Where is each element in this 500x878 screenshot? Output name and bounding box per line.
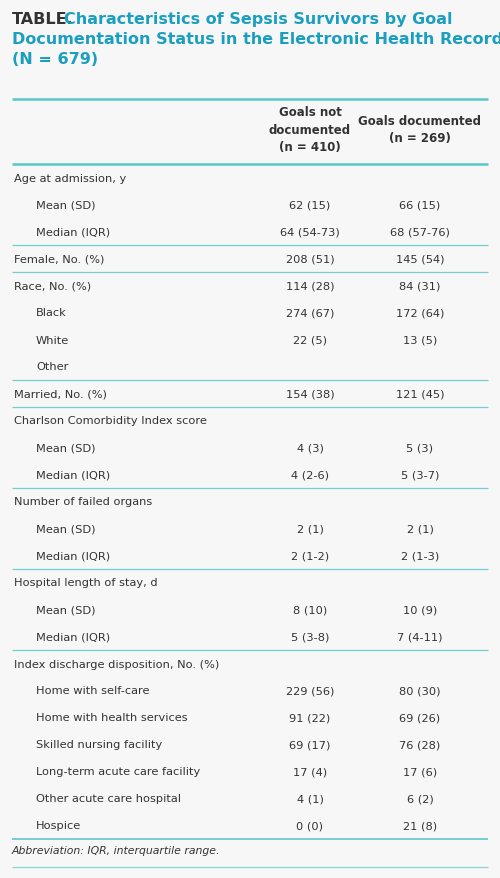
Text: White: White [36, 335, 69, 345]
Text: Median (IQR): Median (IQR) [36, 632, 110, 642]
Text: Age at admission, y: Age at admission, y [14, 173, 126, 184]
Text: 64 (54-73): 64 (54-73) [280, 227, 340, 237]
Text: Hospital length of stay, d: Hospital length of stay, d [14, 578, 158, 588]
Text: 114 (28): 114 (28) [286, 281, 334, 291]
Text: 229 (56): 229 (56) [286, 686, 334, 695]
Text: Married, No. (%): Married, No. (%) [14, 389, 107, 399]
Text: 22 (5): 22 (5) [293, 335, 327, 345]
Text: 84 (31): 84 (31) [400, 281, 440, 291]
Text: Mean (SD): Mean (SD) [36, 524, 96, 534]
Text: 4 (2-6): 4 (2-6) [291, 470, 329, 480]
Text: 5 (3-8): 5 (3-8) [291, 632, 329, 642]
Text: Median (IQR): Median (IQR) [36, 551, 110, 561]
Text: 21 (8): 21 (8) [403, 821, 437, 831]
Text: 172 (64): 172 (64) [396, 308, 444, 318]
Text: 0 (0): 0 (0) [296, 821, 324, 831]
Text: 5 (3): 5 (3) [406, 443, 434, 453]
Text: 4 (1): 4 (1) [296, 794, 324, 803]
Text: 76 (28): 76 (28) [400, 739, 440, 750]
Text: Hospice: Hospice [36, 821, 81, 831]
Text: Documentation Status in the Electronic Health Record: Documentation Status in the Electronic H… [12, 32, 500, 47]
Text: 17 (4): 17 (4) [293, 766, 327, 777]
Text: 154 (38): 154 (38) [286, 389, 335, 399]
Text: Mean (SD): Mean (SD) [36, 605, 96, 615]
Text: 208 (51): 208 (51) [286, 255, 335, 264]
Text: Skilled nursing facility: Skilled nursing facility [36, 739, 162, 750]
Text: 274 (67): 274 (67) [286, 308, 334, 318]
Text: 5 (3-7): 5 (3-7) [401, 470, 439, 480]
Text: 66 (15): 66 (15) [400, 200, 440, 210]
Text: Race, No. (%): Race, No. (%) [14, 281, 91, 291]
Text: TABLE.: TABLE. [12, 12, 74, 27]
Text: 2 (1): 2 (1) [406, 524, 434, 534]
Text: Median (IQR): Median (IQR) [36, 227, 110, 237]
Text: 7 (4-11): 7 (4-11) [397, 632, 443, 642]
Text: 145 (54): 145 (54) [396, 255, 444, 264]
Text: Black: Black [36, 308, 67, 318]
Text: 62 (15): 62 (15) [290, 200, 331, 210]
Text: Number of failed organs: Number of failed organs [14, 497, 152, 507]
Text: 2 (1-3): 2 (1-3) [401, 551, 439, 561]
Text: (N = 679): (N = 679) [12, 52, 98, 67]
Text: 69 (26): 69 (26) [400, 713, 440, 723]
Text: Index discharge disposition, No. (%): Index discharge disposition, No. (%) [14, 658, 219, 669]
Text: 17 (6): 17 (6) [403, 766, 437, 777]
Text: Mean (SD): Mean (SD) [36, 200, 96, 210]
Text: Goals documented
(n = 269): Goals documented (n = 269) [358, 115, 482, 145]
Text: Median (IQR): Median (IQR) [36, 470, 110, 480]
Text: Goals not
documented
(n = 410): Goals not documented (n = 410) [269, 106, 351, 154]
Text: Abbreviation: IQR, interquartile range.: Abbreviation: IQR, interquartile range. [12, 845, 220, 855]
Text: Home with health services: Home with health services [36, 713, 188, 723]
Text: 13 (5): 13 (5) [403, 335, 437, 345]
Text: 4 (3): 4 (3) [296, 443, 324, 453]
Text: 91 (22): 91 (22) [290, 713, 331, 723]
Text: 80 (30): 80 (30) [399, 686, 441, 695]
Text: Characteristics of Sepsis Survivors by Goal: Characteristics of Sepsis Survivors by G… [64, 12, 452, 27]
Text: 121 (45): 121 (45) [396, 389, 444, 399]
Text: Other: Other [36, 362, 68, 372]
Text: 10 (9): 10 (9) [403, 605, 437, 615]
Text: 68 (57-76): 68 (57-76) [390, 227, 450, 237]
Text: Other acute care hospital: Other acute care hospital [36, 794, 181, 803]
Text: Charlson Comorbidity Index score: Charlson Comorbidity Index score [14, 416, 207, 426]
Text: 2 (1-2): 2 (1-2) [291, 551, 329, 561]
Text: Long-term acute care facility: Long-term acute care facility [36, 766, 200, 777]
Text: 2 (1): 2 (1) [296, 524, 324, 534]
Text: 6 (2): 6 (2) [406, 794, 434, 803]
Text: 8 (10): 8 (10) [293, 605, 327, 615]
Text: Mean (SD): Mean (SD) [36, 443, 96, 453]
Text: 69 (17): 69 (17) [290, 739, 331, 750]
Text: Female, No. (%): Female, No. (%) [14, 255, 104, 264]
Text: Home with self-care: Home with self-care [36, 686, 150, 695]
